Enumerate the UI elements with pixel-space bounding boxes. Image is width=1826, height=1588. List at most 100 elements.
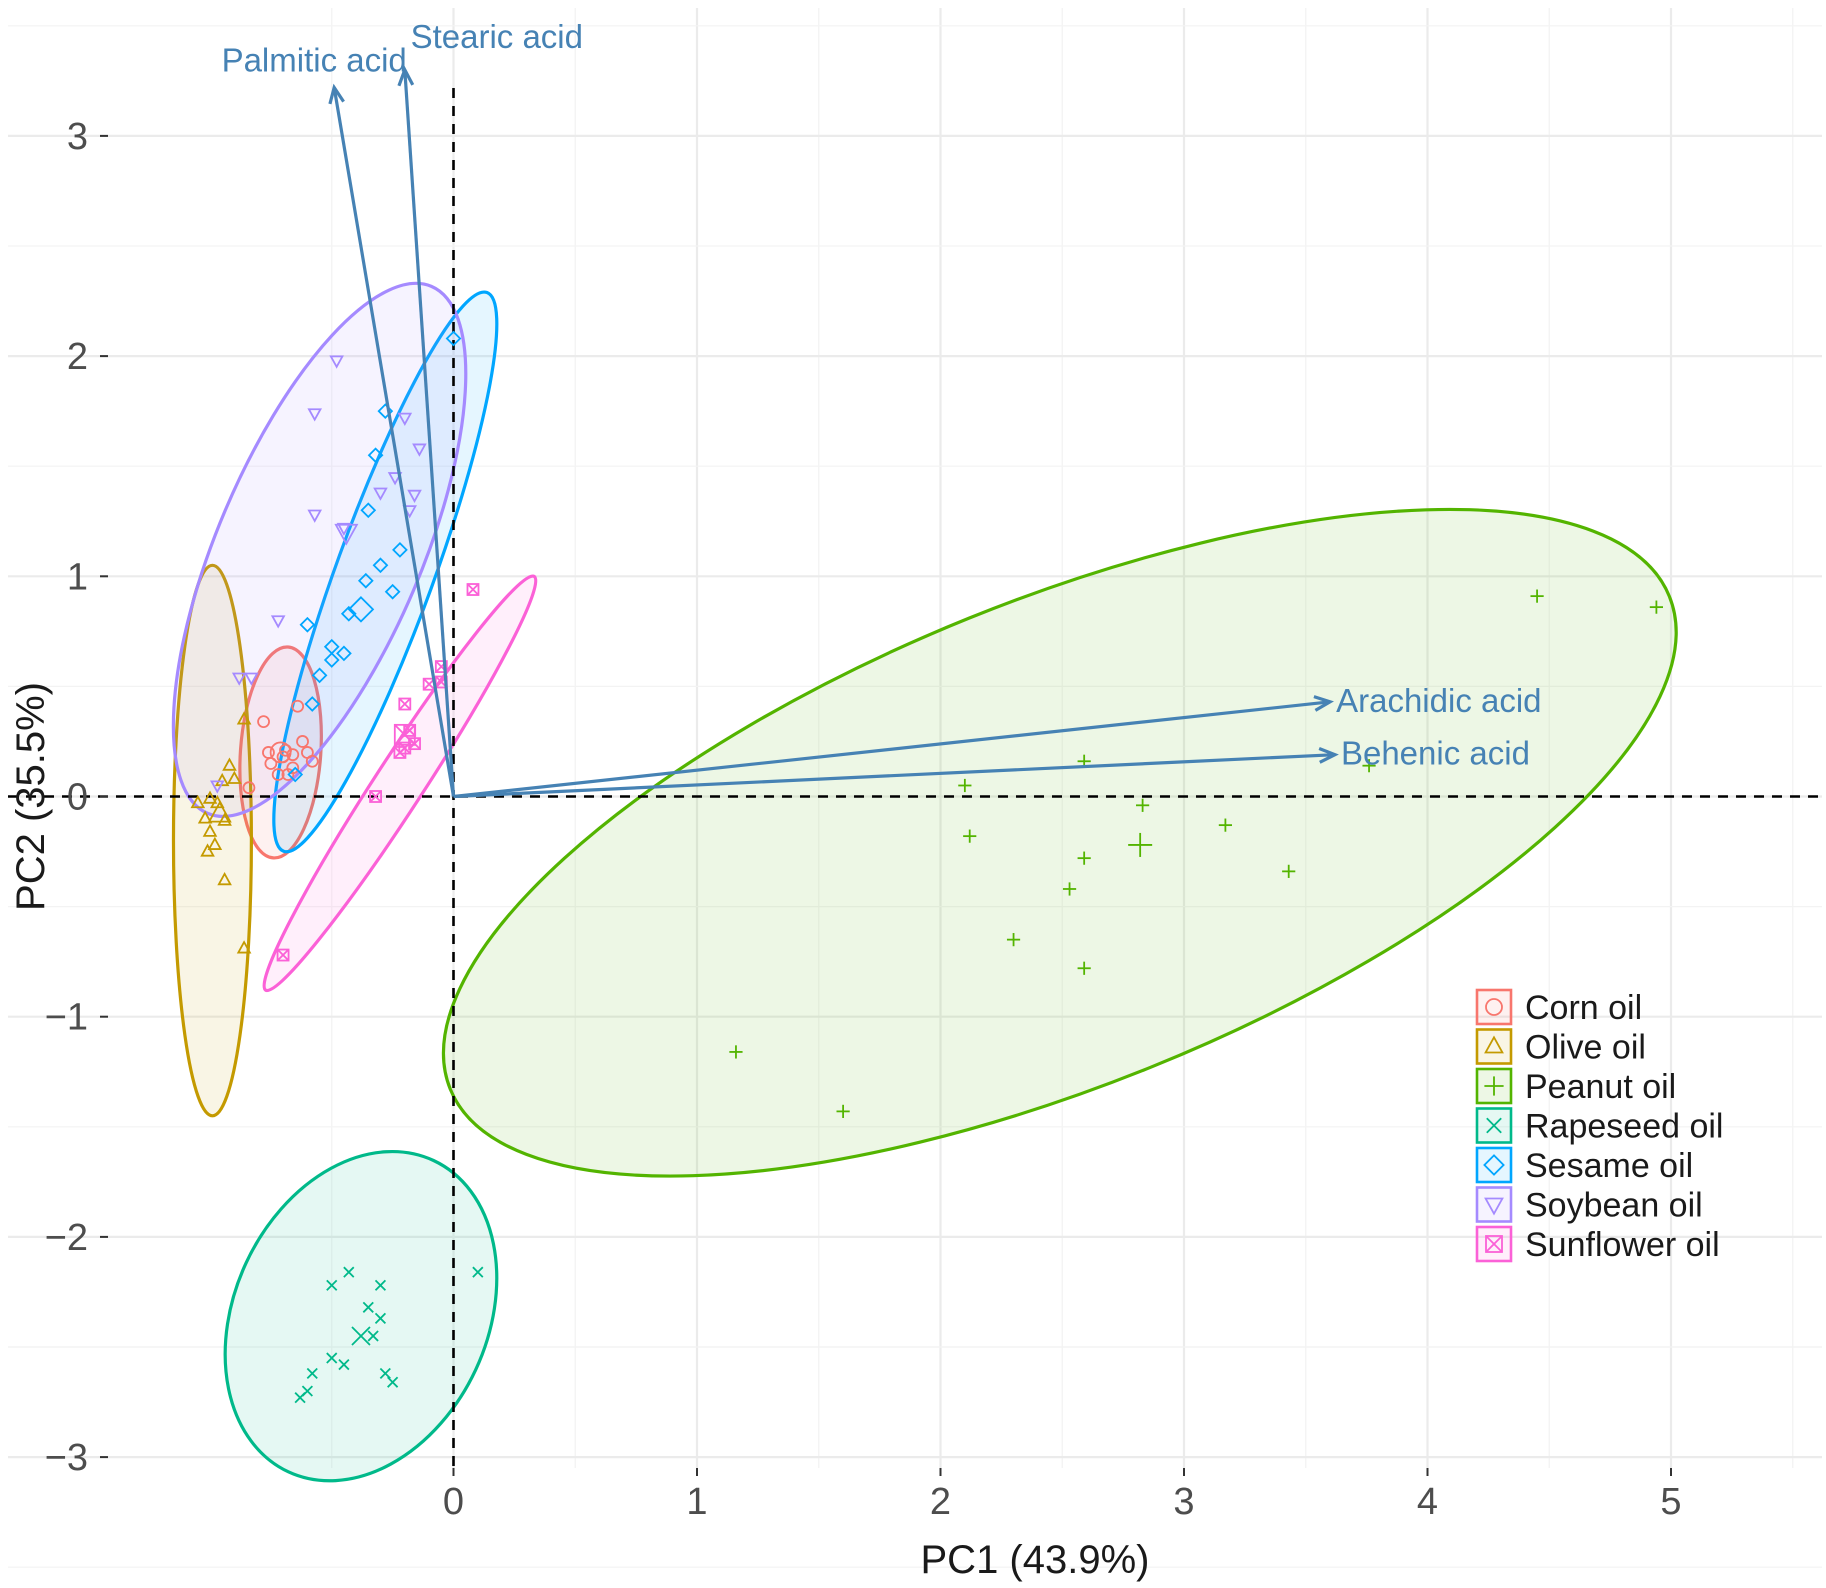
y-tick-label: −3	[45, 1437, 88, 1479]
score-points	[190, 330, 1663, 1404]
legend-label-sesame-oil: Sesame oil	[1525, 1147, 1693, 1185]
loading-label-arachidic-acid: Arachidic acid	[1336, 682, 1541, 719]
legend-marker-corn-oil	[1485, 998, 1503, 1016]
marker-stroke	[472, 1266, 484, 1278]
point-corn-oil	[305, 754, 319, 768]
point-olive-oil	[236, 711, 252, 725]
point-soybean-oil	[373, 487, 388, 501]
point-rapeseed-oil	[387, 1376, 399, 1388]
marker-shape	[360, 502, 377, 519]
point-olive-oil	[222, 757, 237, 771]
marker-stroke	[398, 697, 411, 711]
point-rapeseed-oil	[294, 1392, 306, 1404]
marker-shape	[210, 780, 225, 794]
legend-item-rapeseed-oil: Rapeseed oil	[1475, 1107, 1723, 1146]
point-sesame-oil	[323, 652, 340, 668]
point-rapeseed-oil	[326, 1352, 338, 1364]
marker-shape	[434, 660, 448, 673]
point-sunflower-oil	[276, 948, 290, 962]
point-olive-oil	[197, 810, 213, 824]
legend-label-peanut-oil: Peanut oil	[1525, 1068, 1676, 1106]
marker-shape	[466, 583, 480, 596]
marker-shape	[217, 871, 232, 886]
point-sunflower-oil	[466, 583, 480, 596]
confidence-ellipses	[171, 281, 1678, 1483]
point-corn-oil	[257, 715, 270, 729]
x-tick-label: 0	[443, 1481, 464, 1523]
marker-stroke	[362, 1301, 374, 1313]
x-tick-label: 1	[686, 1481, 707, 1523]
marker-stroke	[276, 948, 290, 962]
legend-item-olive-oil: Olive oil	[1475, 1028, 1646, 1067]
ellipse-sesame-oil	[272, 290, 499, 854]
point-soybean-oil	[397, 412, 413, 426]
point-sesame-oil	[299, 616, 316, 633]
marker-stroke	[466, 583, 480, 596]
point-soybean-oil	[387, 472, 403, 486]
y-tick-label: −2	[45, 1217, 88, 1259]
point-rapeseed-oil	[306, 1367, 318, 1380]
legend-label-rapeseed-oil: Rapeseed oil	[1525, 1108, 1723, 1146]
marker-ring	[264, 757, 278, 770]
marker-shape	[340, 605, 357, 622]
point-corn-oil	[264, 757, 278, 770]
marker-shape	[372, 557, 389, 574]
y-tick-label: 1	[67, 556, 88, 598]
legend-item-peanut-oil: Peanut oil	[1475, 1067, 1676, 1106]
point-peanut-oil	[1362, 759, 1376, 773]
centroid-corn-oil	[269, 741, 292, 764]
legend-marker-sunflower-oil	[1485, 1235, 1503, 1253]
marker-shape	[397, 412, 413, 426]
axes: 0 1 2 3 4 5 −3 −2 −1 0 1 2 3	[45, 116, 1682, 1523]
marker-shape	[231, 672, 247, 686]
marker-stroke	[351, 1326, 371, 1346]
point-peanut-oil	[963, 829, 977, 843]
point-peanut-oil	[1136, 798, 1150, 812]
point-sesame-oil	[372, 557, 389, 574]
marker-shape	[270, 615, 286, 629]
loading-arrow-behenic-acid	[453, 753, 1336, 799]
marker-stroke	[374, 1312, 387, 1324]
marker-stroke	[326, 1279, 338, 1291]
marker-shape	[1484, 1035, 1504, 1054]
centroid-olive-oil	[207, 800, 232, 823]
loading-arrowhead-stearic-acid	[397, 65, 415, 87]
point-peanut-oil	[1062, 882, 1077, 896]
marker-shape	[323, 652, 340, 668]
loading-arrowhead-arachidic-acid	[1313, 695, 1335, 712]
point-soybean-oil	[231, 672, 247, 686]
centroid-soybean-oil	[334, 523, 359, 546]
marker-stroke	[394, 724, 416, 746]
point-olive-oil	[190, 794, 206, 809]
point-peanut-oil	[836, 1104, 850, 1118]
marker-stroke	[393, 746, 407, 759]
legend-marker-olive-oil	[1484, 1035, 1504, 1054]
marker-ring	[291, 699, 305, 713]
marker-shape	[304, 696, 321, 712]
marker-shape	[287, 766, 304, 783]
y-tick-label: 0	[67, 777, 88, 819]
marker-stroke	[294, 1392, 306, 1404]
marker-stroke	[367, 1330, 379, 1342]
point-rapeseed-oil	[374, 1312, 387, 1324]
point-corn-oil	[271, 768, 285, 781]
point-peanut-oil	[1282, 864, 1296, 878]
point-sesame-oil	[445, 330, 462, 347]
point-soybean-oil	[336, 522, 352, 537]
loading-arrowhead-palmitic-acid	[328, 83, 345, 105]
marker-shape	[393, 746, 407, 759]
marker-shape	[367, 447, 384, 464]
point-olive-oil	[217, 812, 232, 826]
marker-shape	[307, 408, 323, 422]
legend-key-sesame-oil	[1475, 1146, 1513, 1184]
legend-marker-peanut-oil	[1484, 1076, 1504, 1096]
point-olive-oil	[227, 770, 242, 784]
point-sunflower-oil	[369, 790, 382, 803]
point-sesame-oil	[336, 645, 352, 662]
point-olive-oil	[217, 871, 232, 886]
x-tick-label: 4	[1417, 1481, 1438, 1523]
ellipse-peanut-oil	[441, 507, 1678, 1178]
marker-shape	[307, 509, 323, 523]
marker-shape	[207, 800, 232, 823]
